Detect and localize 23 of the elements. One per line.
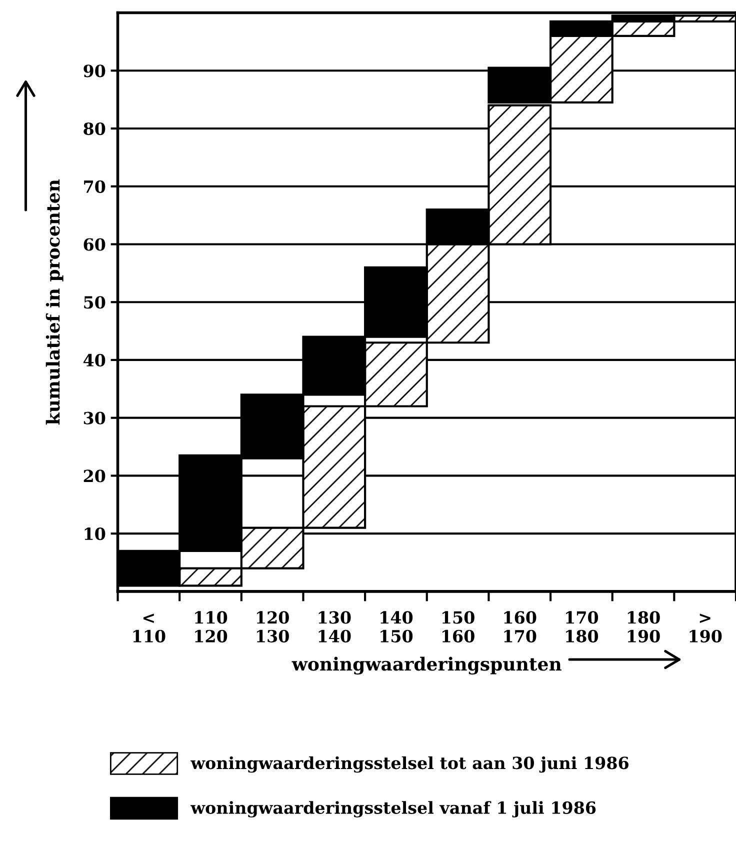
- x-tick-label: 140 150: [380, 611, 413, 642]
- y-axis-title: kumulatief in procenten: [46, 179, 64, 425]
- x-tick-label: 180 190: [628, 611, 660, 642]
- y-tick-label: 50: [84, 296, 106, 309]
- y-tick-label: 90: [84, 64, 106, 78]
- y-tick-label: 10: [84, 528, 106, 540]
- y-tick-label: 30: [84, 412, 106, 424]
- legend-label: woningwaarderingsstelsel vanaf 1 juli 1986: [190, 801, 596, 818]
- x-axis-title: woningwaarderingspunten: [292, 656, 562, 675]
- legend-label: woningwaarderingsstelsel tot aan 30 juni 1986: [190, 756, 628, 773]
- x-tick-label: 130 140: [318, 611, 351, 642]
- x-tick-label: 150 160: [442, 611, 474, 642]
- x-tick-label: 120 130: [256, 611, 289, 642]
- x-tick-label: < 110: [133, 614, 166, 642]
- x-tick-label: > 190: [690, 614, 722, 642]
- y-tick-label: 20: [84, 470, 106, 482]
- x-tick-label: 110 120: [195, 611, 228, 642]
- y-tick-label: 70: [84, 180, 106, 193]
- x-tick-label: 170 180: [566, 611, 598, 642]
- y-tick-label: 40: [83, 354, 106, 367]
- y-tick-label: 60: [84, 238, 106, 251]
- y-tick-label: 80: [84, 122, 106, 136]
- x-tick-label: 160 170: [504, 611, 536, 642]
